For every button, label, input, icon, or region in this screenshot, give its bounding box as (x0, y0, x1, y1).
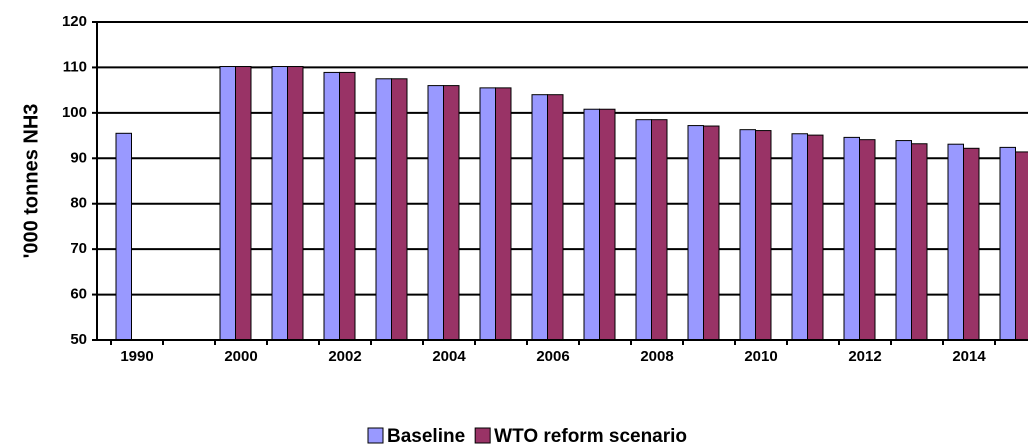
bar (895, 140, 912, 341)
bar (651, 119, 668, 341)
bar (479, 87, 496, 341)
legend-swatch (367, 427, 384, 444)
bar (443, 85, 460, 341)
y-tick-label: 90 (70, 149, 87, 166)
bar (287, 66, 304, 341)
bar (843, 136, 860, 341)
x-tick-label: 1990 (120, 348, 153, 365)
bar (703, 125, 720, 341)
x-tick-label: 2010 (744, 348, 777, 365)
y-tick-label: 120 (62, 13, 87, 30)
bar (495, 87, 512, 341)
bar (739, 129, 756, 341)
bar (755, 130, 772, 341)
bar (391, 78, 408, 341)
bar (271, 66, 288, 341)
bar (219, 66, 236, 341)
bar (583, 108, 600, 341)
y-tick-label: 50 (70, 331, 87, 348)
bar (235, 66, 252, 341)
y-tick-label: 70 (70, 240, 87, 257)
bar (547, 94, 564, 341)
bar (323, 71, 340, 341)
bar (531, 94, 548, 341)
bar (859, 139, 876, 341)
legend-swatch (474, 427, 491, 444)
legend-label: Baseline (387, 426, 465, 446)
bar (807, 134, 824, 341)
y-tick-label: 60 (70, 286, 87, 303)
bar (911, 143, 928, 341)
bar (339, 71, 356, 341)
x-tick-label: 2014 (952, 348, 986, 365)
x-tick-label: 2008 (640, 348, 673, 365)
x-tick-label: 2004 (432, 348, 466, 365)
y-tick-label: 110 (63, 58, 87, 75)
y-tick-label: 100 (62, 104, 87, 121)
bar (635, 119, 652, 341)
bar (427, 85, 444, 341)
bar (687, 125, 704, 341)
bar (963, 147, 980, 341)
bar (599, 108, 616, 341)
bar (947, 143, 964, 341)
x-tick-label: 2000 (224, 348, 257, 365)
bar (375, 78, 392, 341)
x-tick-label: 2006 (536, 348, 569, 365)
y-tick-label: 80 (70, 195, 87, 212)
bar (1015, 151, 1028, 341)
x-tick-label: 2012 (848, 348, 881, 365)
x-tick-label: 2002 (328, 348, 361, 365)
bar (999, 146, 1016, 341)
legend-label: WTO reform scenario (494, 426, 687, 446)
y-axis-title: '000 tonnes NH3 (20, 104, 42, 259)
bar (791, 133, 808, 341)
bar (115, 132, 132, 341)
